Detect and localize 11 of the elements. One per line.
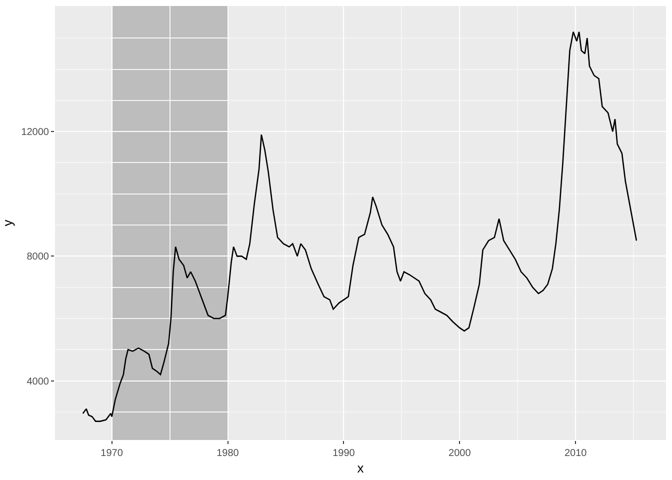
- x-axis-title: x: [357, 460, 364, 476]
- line-series: [82, 31, 638, 422]
- y-axis-title: y: [0, 219, 16, 226]
- x-tick-label: 2010: [564, 448, 588, 459]
- y-tick-label: 12000: [21, 127, 50, 138]
- y-tick-label: 4000: [26, 376, 50, 388]
- x-tick-label: 1970: [100, 448, 124, 459]
- x-tick-label: 2000: [448, 448, 472, 459]
- y-tick-label: 8000: [26, 252, 50, 263]
- x-tick-label: 1990: [332, 448, 356, 459]
- x-tick-label: 1980: [216, 448, 240, 459]
